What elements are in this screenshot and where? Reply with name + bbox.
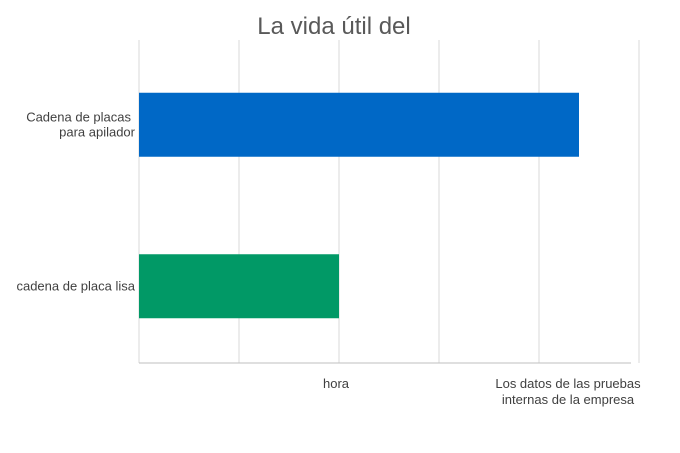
x-annotation-1-line-0: Los datos de las pruebas (495, 376, 641, 391)
bars (139, 92, 579, 319)
x-annotations: hora Los datos de las pruebas internas de … (323, 376, 641, 407)
category-label-0: Cadena de placas para apilador (26, 109, 135, 139)
category-label-1: cadena de placa lisa (16, 278, 135, 293)
chart-title: La vida útil del (257, 13, 410, 40)
x-annotation-1: Los datos de las pruebas internas de la e… (495, 376, 641, 407)
x-annotation-1-line-1: internas de la empresa (502, 392, 635, 407)
category-label-0-line-0: Cadena de placas (26, 109, 131, 124)
category-labels: Cadena de placas para apilador cadena de p… (16, 109, 135, 293)
category-label-1-line-0: cadena de placa lisa (16, 278, 135, 293)
category-label-0-line-1: para apilador (59, 124, 136, 139)
bar-0 (139, 92, 579, 157)
bar-1 (139, 254, 339, 319)
x-annotation-0: hora (323, 376, 350, 391)
x-annotation-0-line-0: hora (323, 376, 350, 391)
